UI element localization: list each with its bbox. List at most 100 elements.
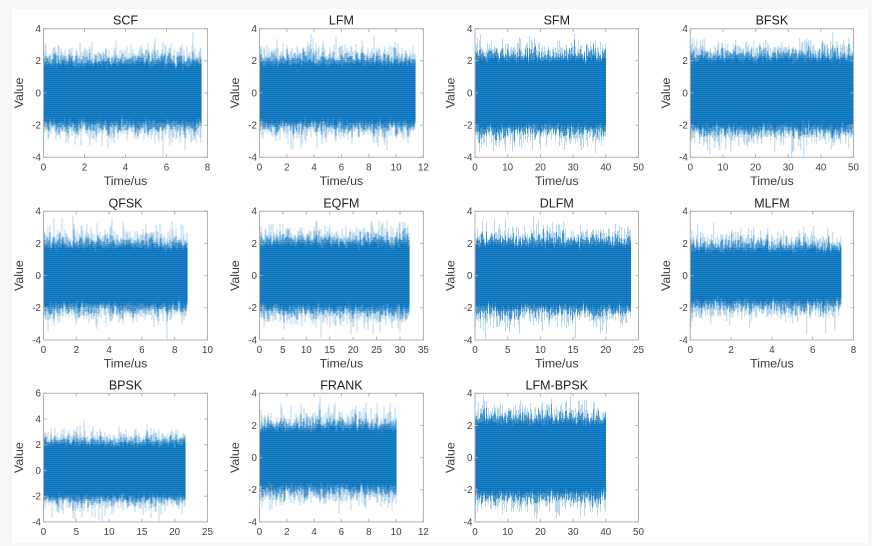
svg-text:-2: -2 bbox=[32, 121, 41, 132]
svg-text:6: 6 bbox=[339, 527, 345, 538]
svg-text:5: 5 bbox=[505, 345, 511, 356]
svg-text:Value: Value bbox=[12, 260, 26, 291]
svg-text:0: 0 bbox=[472, 162, 478, 173]
svg-text:30: 30 bbox=[568, 162, 579, 173]
svg-text:20: 20 bbox=[600, 345, 611, 356]
svg-text:Value: Value bbox=[444, 78, 458, 109]
svg-text:-4: -4 bbox=[464, 517, 473, 528]
svg-text:LFM: LFM bbox=[329, 14, 354, 28]
svg-text:4: 4 bbox=[467, 24, 473, 35]
svg-text:8: 8 bbox=[205, 162, 211, 173]
svg-text:25: 25 bbox=[371, 345, 382, 356]
svg-text:6: 6 bbox=[36, 389, 42, 400]
svg-text:Value: Value bbox=[12, 78, 26, 109]
svg-text:2: 2 bbox=[74, 345, 79, 356]
svg-text:4: 4 bbox=[36, 207, 42, 218]
svg-text:5: 5 bbox=[74, 527, 80, 538]
svg-text:20: 20 bbox=[169, 527, 180, 538]
svg-text:Time/us: Time/us bbox=[320, 174, 364, 188]
svg-text:2: 2 bbox=[467, 421, 472, 432]
svg-text:8: 8 bbox=[366, 162, 372, 173]
svg-text:SCF: SCF bbox=[113, 14, 138, 28]
svg-text:BFSK: BFSK bbox=[756, 14, 789, 28]
svg-text:-2: -2 bbox=[679, 121, 688, 132]
svg-text:4: 4 bbox=[311, 162, 317, 173]
svg-text:10: 10 bbox=[202, 345, 213, 356]
svg-text:-4: -4 bbox=[679, 153, 688, 164]
svg-text:30: 30 bbox=[568, 527, 579, 538]
svg-text:Time/us: Time/us bbox=[535, 357, 579, 371]
svg-text:2: 2 bbox=[682, 239, 687, 250]
svg-text:10: 10 bbox=[391, 527, 402, 538]
svg-text:0: 0 bbox=[257, 527, 263, 538]
svg-text:QFSK: QFSK bbox=[108, 196, 143, 210]
svg-text:4: 4 bbox=[467, 389, 473, 400]
svg-text:4: 4 bbox=[682, 207, 688, 218]
svg-text:8: 8 bbox=[851, 345, 857, 356]
svg-text:0: 0 bbox=[682, 88, 688, 99]
svg-text:LFM-BPSK: LFM-BPSK bbox=[526, 378, 589, 392]
svg-text:6: 6 bbox=[164, 162, 170, 173]
svg-text:-4: -4 bbox=[464, 335, 473, 346]
svg-text:0: 0 bbox=[36, 271, 42, 282]
svg-text:6: 6 bbox=[810, 345, 816, 356]
svg-text:SFM: SFM bbox=[544, 14, 570, 28]
svg-text:2: 2 bbox=[36, 56, 41, 67]
svg-text:2: 2 bbox=[82, 162, 87, 173]
svg-text:30: 30 bbox=[783, 162, 794, 173]
svg-text:30: 30 bbox=[395, 345, 406, 356]
svg-text:Time/us: Time/us bbox=[104, 174, 148, 188]
svg-text:-2: -2 bbox=[248, 303, 257, 314]
svg-text:10: 10 bbox=[535, 345, 546, 356]
svg-text:0: 0 bbox=[252, 453, 258, 464]
svg-text:6: 6 bbox=[339, 162, 345, 173]
svg-text:EQFM: EQFM bbox=[323, 196, 359, 210]
svg-text:0: 0 bbox=[41, 345, 47, 356]
svg-text:40: 40 bbox=[815, 162, 826, 173]
svg-text:0: 0 bbox=[688, 345, 694, 356]
svg-text:6: 6 bbox=[139, 345, 145, 356]
svg-text:-2: -2 bbox=[248, 485, 257, 496]
svg-text:-2: -2 bbox=[464, 303, 473, 314]
svg-text:4: 4 bbox=[252, 207, 258, 218]
svg-text:2: 2 bbox=[467, 239, 472, 250]
svg-text:0: 0 bbox=[467, 88, 473, 99]
svg-text:10: 10 bbox=[502, 162, 513, 173]
svg-text:BPSK: BPSK bbox=[109, 378, 143, 392]
svg-text:4: 4 bbox=[311, 527, 317, 538]
svg-text:50: 50 bbox=[848, 162, 859, 173]
svg-text:2: 2 bbox=[284, 527, 289, 538]
svg-text:4: 4 bbox=[106, 345, 112, 356]
svg-text:0: 0 bbox=[36, 466, 42, 477]
svg-text:2: 2 bbox=[36, 239, 41, 250]
svg-text:4: 4 bbox=[252, 24, 258, 35]
svg-text:-4: -4 bbox=[679, 335, 688, 346]
svg-text:10: 10 bbox=[717, 162, 728, 173]
svg-text:Time/us: Time/us bbox=[320, 357, 364, 371]
svg-text:Value: Value bbox=[659, 260, 673, 291]
svg-text:DLFM: DLFM bbox=[540, 196, 574, 210]
svg-text:0: 0 bbox=[472, 527, 478, 538]
svg-text:50: 50 bbox=[633, 162, 644, 173]
svg-text:20: 20 bbox=[750, 162, 761, 173]
svg-text:5: 5 bbox=[280, 345, 286, 356]
svg-text:4: 4 bbox=[123, 162, 129, 173]
svg-text:0: 0 bbox=[467, 453, 473, 464]
svg-text:Time/us: Time/us bbox=[104, 357, 148, 371]
svg-text:2: 2 bbox=[252, 421, 257, 432]
svg-text:Value: Value bbox=[659, 78, 673, 109]
svg-text:-2: -2 bbox=[464, 485, 473, 496]
svg-text:Value: Value bbox=[228, 78, 242, 109]
svg-text:4: 4 bbox=[467, 207, 473, 218]
svg-text:40: 40 bbox=[600, 527, 611, 538]
svg-text:20: 20 bbox=[535, 162, 546, 173]
svg-text:-2: -2 bbox=[464, 121, 473, 132]
svg-text:Value: Value bbox=[228, 442, 242, 473]
svg-text:12: 12 bbox=[418, 527, 429, 538]
svg-text:Value: Value bbox=[12, 442, 26, 473]
svg-text:0: 0 bbox=[41, 527, 47, 538]
svg-text:10: 10 bbox=[104, 527, 115, 538]
svg-text:-4: -4 bbox=[32, 517, 41, 528]
svg-text:0: 0 bbox=[688, 162, 694, 173]
svg-text:-2: -2 bbox=[248, 121, 257, 132]
